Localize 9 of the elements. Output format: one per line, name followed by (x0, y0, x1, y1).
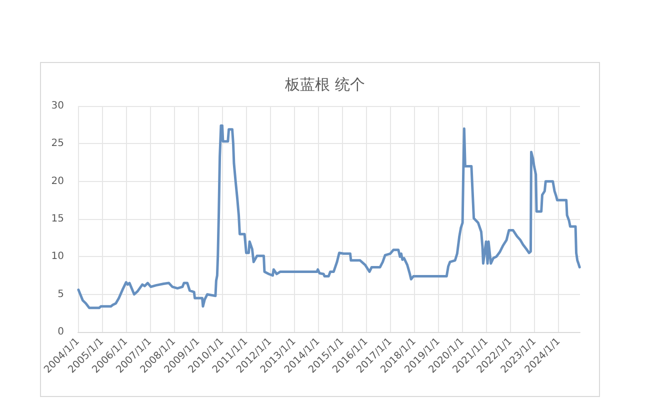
chart-title: 板蓝根 统个 (284, 76, 365, 94)
y-tick-label: 25 (51, 138, 64, 150)
y-tick-label: 30 (51, 100, 64, 112)
y-tick-label: 20 (51, 176, 64, 187)
y-tick-label: 5 (58, 288, 64, 300)
y-tick-label: 15 (51, 214, 64, 224)
y-tick-label: 0 (58, 326, 64, 338)
line-series (77, 124, 581, 310)
y-tick-label: 10 (51, 251, 64, 262)
